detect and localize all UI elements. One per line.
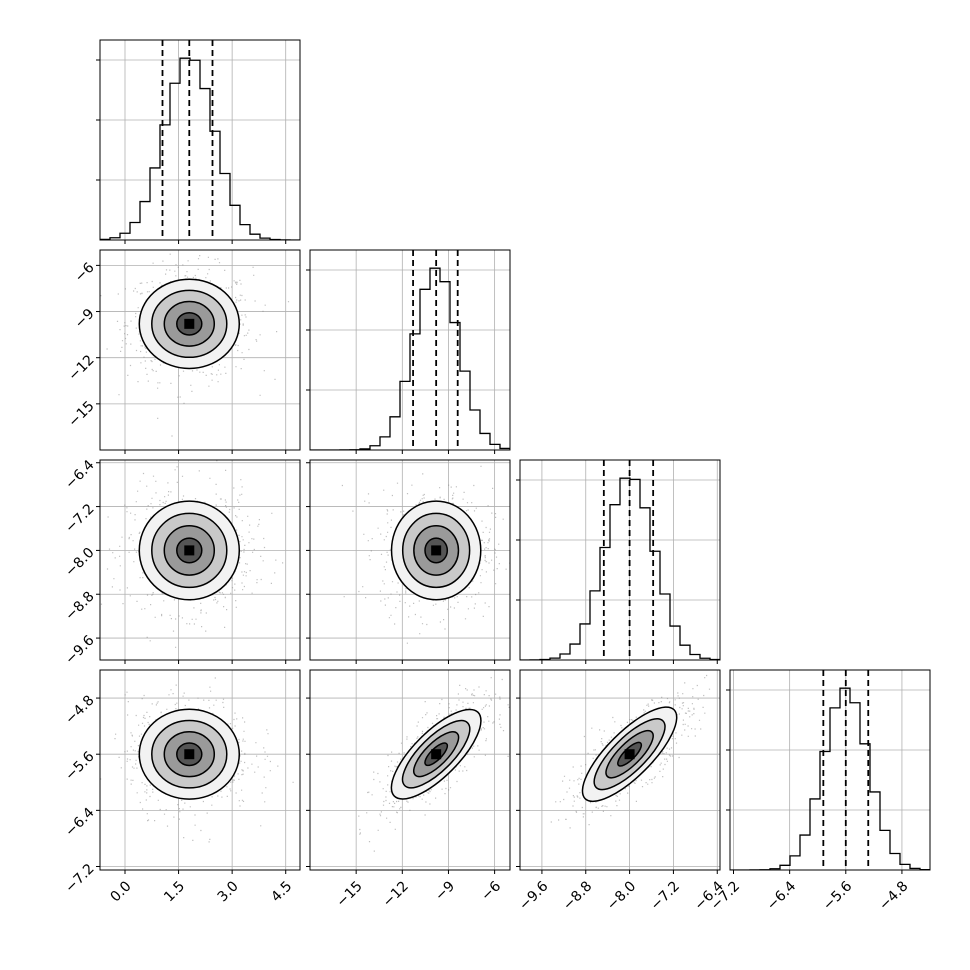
axes-frame [519, 459, 721, 661]
axes-frame [729, 669, 931, 871]
panel-2-0 [96, 459, 301, 664]
panel-3-2 [516, 669, 721, 874]
y-tick-label: −7.2 [62, 861, 97, 896]
x-tick-label: −9 [432, 878, 458, 904]
y-tick-label: −15 [65, 398, 97, 430]
y-tick-label: −5.6 [62, 748, 97, 783]
density-group [100, 460, 284, 648]
panel-2-1 [306, 459, 511, 664]
panel-1-0 [96, 249, 301, 454]
x-tick-label: 0.0 [108, 878, 135, 905]
x-tick-label: −4.8 [876, 878, 911, 913]
panel-3-0 [96, 669, 301, 874]
panel-0-0 [96, 39, 301, 244]
x-tick-label: −7.2 [648, 878, 683, 913]
y-tick-label: −6.4 [62, 805, 97, 840]
x-tick-label: −12 [380, 878, 412, 910]
x-tick-label: −6.4 [764, 878, 799, 913]
x-tick-label: −8.0 [604, 878, 639, 913]
axes-frame [99, 39, 301, 241]
x-tick-label: −5.6 [820, 878, 855, 913]
y-tick-label: −4.8 [62, 692, 97, 727]
panel-3-3 [726, 669, 931, 874]
histogram-1 [310, 267, 510, 450]
x-tick-label: −8.8 [560, 878, 595, 913]
x-tick-label: −15 [334, 878, 366, 910]
y-tick-label: −7.2 [62, 501, 97, 536]
panel-2-2 [516, 459, 721, 664]
y-tick-label: −8.0 [62, 545, 97, 580]
axes-frame [99, 249, 301, 451]
histogram-0 [100, 57, 300, 240]
density-peak [184, 545, 195, 556]
x-tick-label: 4.5 [268, 878, 295, 905]
y-tick-label: −12 [65, 352, 97, 384]
panel-1-1 [306, 249, 511, 454]
density-peak [184, 749, 195, 760]
x-tick-label: 3.0 [215, 878, 242, 905]
axes-frame [309, 249, 511, 451]
histogram-3 [730, 687, 930, 870]
y-tick-label: −6 [72, 260, 98, 286]
y-tick-label: −8.8 [62, 589, 97, 624]
density-peak [624, 749, 635, 760]
y-tick-label: −9.6 [62, 632, 97, 667]
y-tick-label: −9 [72, 306, 98, 332]
x-tick-label: −6 [478, 878, 504, 904]
density-peak [431, 545, 442, 556]
axes-frame [99, 459, 301, 661]
density-group [550, 674, 711, 829]
density-group [100, 677, 294, 843]
density-group [358, 677, 510, 852]
histogram-2 [520, 477, 720, 660]
axes-frame [99, 669, 301, 871]
axes-frame [309, 669, 511, 871]
axes-frame [519, 669, 721, 871]
panel-3-1 [306, 669, 511, 874]
density-group [100, 253, 290, 437]
axes-frame [309, 459, 511, 661]
x-tick-label: −9.6 [516, 878, 551, 913]
y-tick-label: −6.4 [62, 457, 97, 492]
density-group [341, 465, 510, 644]
x-tick-label: 1.5 [161, 878, 188, 905]
density-peak [184, 318, 195, 329]
density-peak [431, 749, 442, 760]
